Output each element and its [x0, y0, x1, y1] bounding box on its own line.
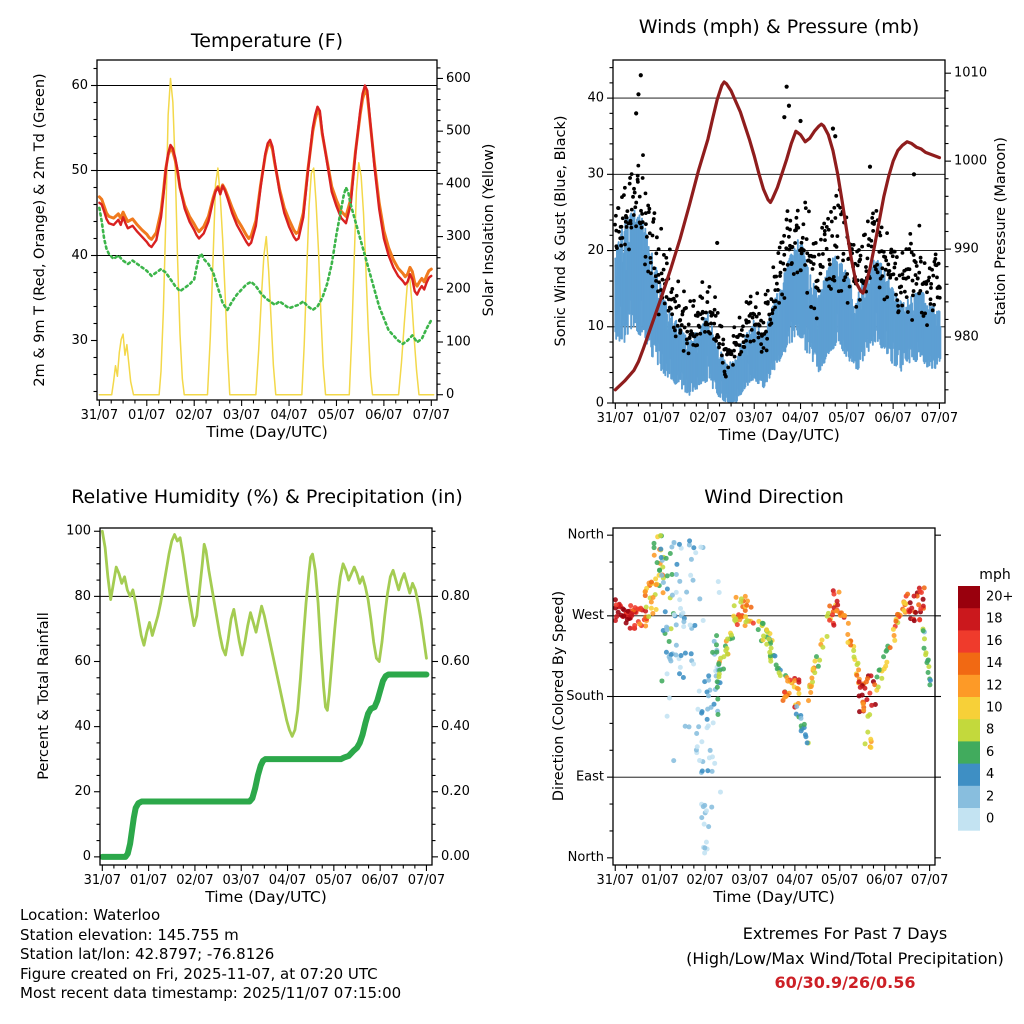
recent-data-timestamp: Most recent data timestamp: 2025/11/07 0… — [20, 984, 402, 1002]
humidity-left-axis-label: Percent & Total Rainfall — [36, 612, 52, 780]
winds-left-axis-label: Sonic Wind & Gust (Blue, Black) — [553, 115, 569, 347]
figure-created-note: Figure created on Fri, 2025-11-07, at 07… — [20, 964, 378, 983]
station-latlon: Station lat/lon: 42.8797; -76.8126 — [20, 945, 275, 963]
station-info: Location: Waterloo Station elevation: 14… — [20, 906, 401, 1004]
extremes-block: Extremes For Past 7 Days (High/Low/Max W… — [660, 922, 1024, 996]
station-location: Location: Waterloo — [20, 906, 161, 924]
station-elevation: Station elevation: 145.755 m — [20, 925, 239, 944]
temperature-left-axis-label: 2m & 9m T (Red, Orange) & 2m Td (Green) — [32, 73, 48, 387]
temperature-chart — [0, 0, 512, 480]
humidity-precip-chart — [0, 480, 512, 940]
direction-left-axis-label: Direction (Colored By Speed) — [551, 590, 567, 802]
extremes-subtitle: (High/Low/Max Wind/Total Precipitation) — [686, 948, 1004, 968]
humidity-chart-title: Relative Humidity (%) & Precipitation (i… — [71, 486, 463, 508]
winds-right-axis-label: Station Pressure (Maroon) — [993, 137, 1009, 325]
winds-x-axis-label: Time (Day/UTC) — [718, 426, 840, 444]
direction-chart-title: Wind Direction — [704, 486, 844, 508]
extremes-title: Extremes For Past 7 Days — [742, 924, 948, 943]
wind-direction-chart — [512, 480, 1024, 940]
direction-x-axis-label: Time (Day/UTC) — [713, 888, 835, 906]
extremes-values: 60/30.9/26/0.56 — [774, 973, 916, 992]
winds-pressure-chart — [512, 0, 1024, 480]
winds-chart-title: Winds (mph) & Pressure (mb) — [638, 16, 920, 38]
temperature-right-axis-label: Solar Insolation (Yellow) — [481, 143, 497, 317]
humidity-x-axis-label: Time (Day/UTC) — [205, 888, 327, 906]
temperature-chart-title: Temperature (F) — [190, 30, 344, 52]
temperature-x-axis-label: Time (Day/UTC) — [206, 423, 328, 441]
